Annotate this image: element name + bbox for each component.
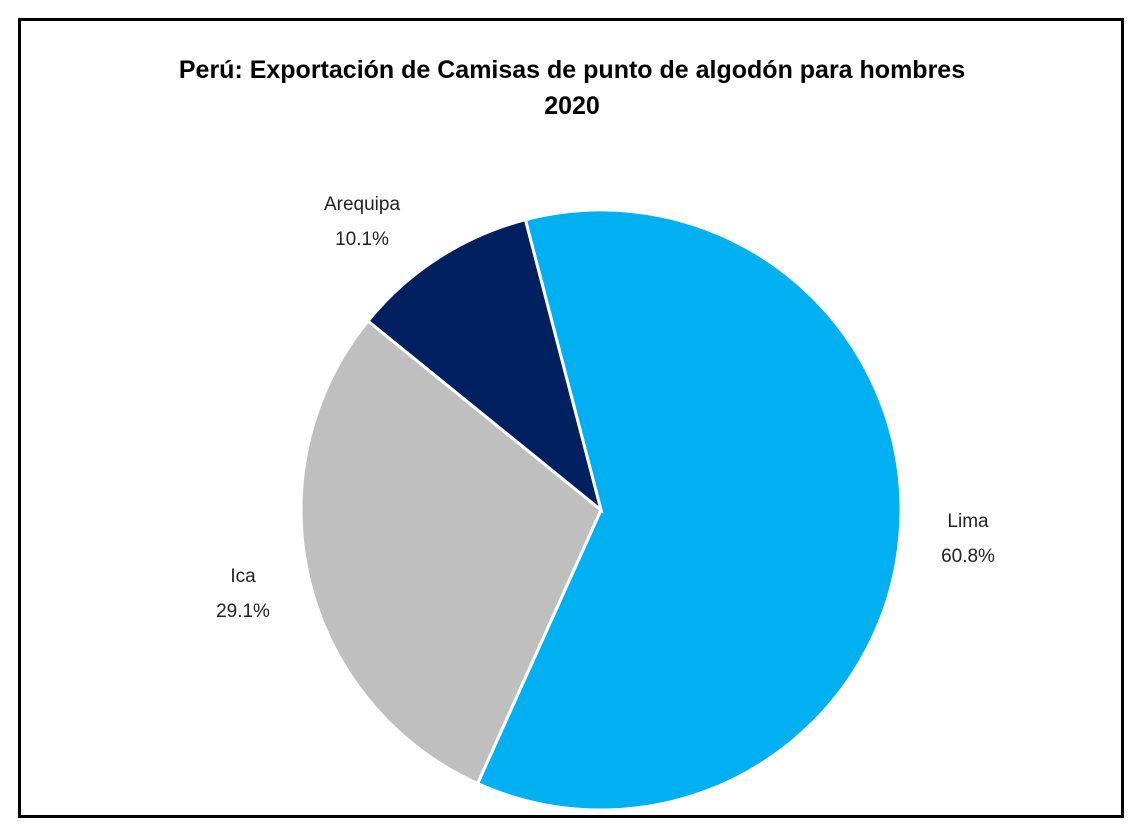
slice-category-label: Ica	[230, 566, 256, 587]
pie-slice	[365, 217, 604, 515]
pie-slice	[475, 208, 903, 812]
slice-category-label: Lima	[947, 511, 989, 532]
slice-category-label: Arequipa	[324, 194, 400, 215]
slice-value-label: 10.1%	[335, 229, 389, 250]
pie-slice	[299, 318, 603, 786]
chart-title: Perú: Exportación de Camisas de punto de…	[178, 56, 966, 120]
slice-value-label: 29.1%	[216, 601, 270, 622]
slice-value-label: 60.8%	[941, 546, 995, 567]
chart-frame	[18, 18, 1124, 818]
